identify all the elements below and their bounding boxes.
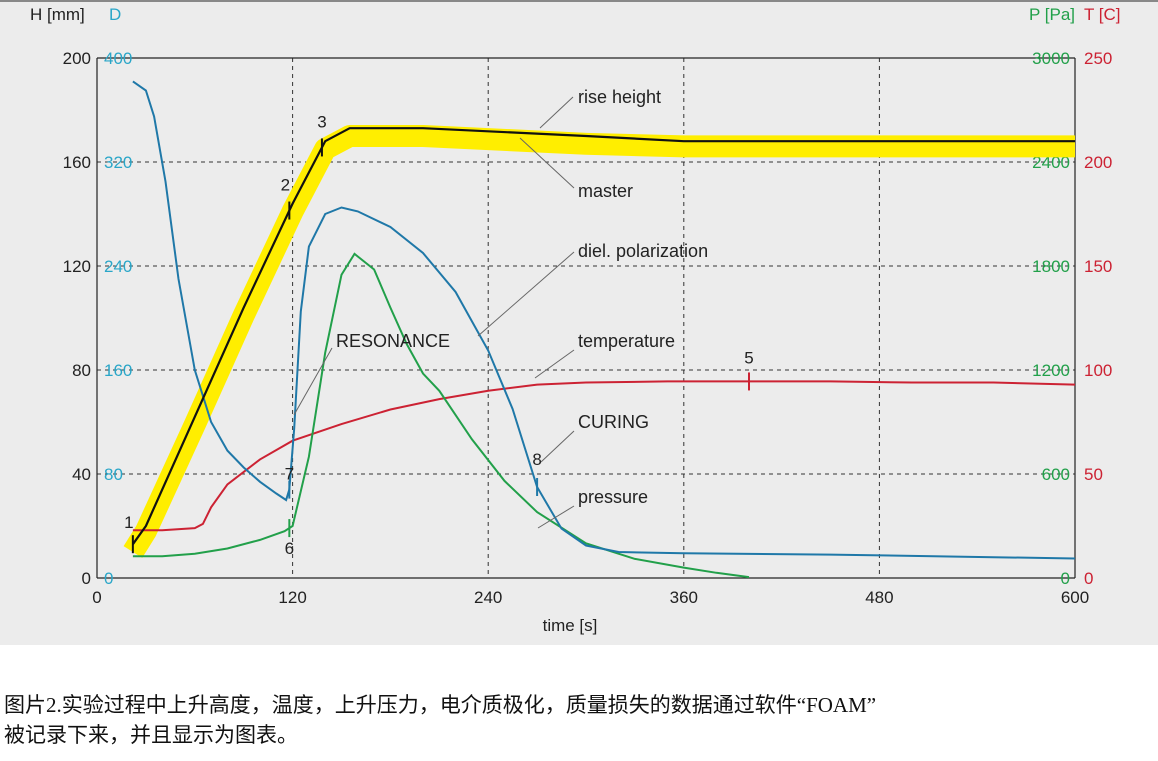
top-border: [0, 0, 1158, 2]
x-axis-title: time [s]: [543, 616, 598, 635]
x-tick-label: 600: [1061, 588, 1089, 607]
caption-line-1: 图片2.实验过程中上升高度，温度，上升压力，电介质极化，质量损失的数据通过软件“…: [4, 693, 877, 717]
annotation-leader: [540, 430, 575, 463]
p-tick-label: 3000: [1032, 49, 1070, 68]
marker-label: 2: [281, 176, 290, 195]
d-tick-label: 400: [104, 49, 132, 68]
chart-figure: 0 120 240 360 480 600 time [s] 0 0 0 0 40 80 600 50 80 1…: [0, 0, 1158, 645]
t-tick-label: 100: [1084, 361, 1112, 380]
h-tick-label: 200: [63, 49, 91, 68]
annotation-leader: [519, 137, 575, 189]
annotation-curing: CURING: [578, 412, 649, 432]
h-tick-label: 160: [63, 153, 91, 172]
marker-layer: 1 2 3 5 6 7 8: [124, 112, 754, 558]
annotation-leader: [539, 96, 574, 129]
marker-label: 3: [317, 112, 326, 131]
annotation-leader: [537, 505, 575, 529]
series-rise-height: [123, 125, 1075, 558]
annotation-resonance: RESONANCE: [336, 331, 450, 351]
d-tick-label: 160: [104, 361, 132, 380]
p-axis-title: P [Pa]: [1029, 5, 1075, 24]
d-tick-label: 240: [104, 257, 132, 276]
x-tick-label: 360: [670, 588, 698, 607]
marker-label: 6: [285, 539, 294, 558]
x-tick-label: 240: [474, 588, 502, 607]
marker-label: 5: [744, 348, 753, 367]
h-tick-label: 80: [72, 361, 91, 380]
p-tick-label: 1800: [1032, 257, 1070, 276]
annotation-leader: [534, 349, 575, 379]
annotation-layer: rise height master diel. polarization RESON…: [293, 87, 708, 529]
annotation-pressure: pressure: [578, 487, 648, 507]
d-tick-label: 80: [104, 465, 123, 484]
t-tick-label: 50: [1084, 465, 1103, 484]
caption-line-2: 被记录下来，并且显示为图表。: [4, 723, 298, 747]
marker-label: 8: [532, 450, 541, 469]
d-axis-title: D: [109, 5, 121, 24]
marker-label: 1: [124, 513, 133, 532]
series-pressure: [132, 252, 750, 579]
p-tick-label: 600: [1042, 465, 1070, 484]
series-dielectric: [132, 80, 1076, 560]
h-tick-label: 0: [82, 569, 91, 588]
h-axis-title: H [mm]: [30, 5, 85, 24]
series-layer: [123, 80, 1076, 579]
t-axis-title: T [C]: [1084, 5, 1121, 24]
annotation-leader: [293, 347, 333, 416]
annotation-temperature: temperature: [578, 331, 675, 351]
t-tick-label: 150: [1084, 257, 1112, 276]
annotation-master: master: [578, 181, 633, 201]
p-tick-label: 1200: [1032, 361, 1070, 380]
d-tick-label: 0: [104, 569, 113, 588]
figure-caption: 图片2.实验过程中上升高度，温度，上升压力，电介质极化，质量损失的数据通过软件“…: [4, 690, 1154, 750]
grid: [97, 58, 1075, 578]
t-tick-label: 250: [1084, 49, 1112, 68]
series-temperature: [132, 380, 1076, 532]
x-tick-label: 480: [865, 588, 893, 607]
x-tick-label: 120: [278, 588, 306, 607]
p-tick-label: 0: [1061, 569, 1070, 588]
x-tick-label: 0: [92, 588, 101, 607]
marker-label: 7: [285, 465, 294, 484]
annotation-dielectric: diel. polarization: [578, 241, 708, 261]
p-tick-label: 2400: [1032, 153, 1070, 172]
h-tick-label: 120: [63, 257, 91, 276]
annotation-rise: rise height: [578, 87, 661, 107]
annotation-leader: [477, 251, 575, 337]
t-tick-label: 0: [1084, 569, 1093, 588]
d-tick-label: 320: [104, 153, 132, 172]
series-master: [132, 127, 1075, 545]
t-tick-label: 200: [1084, 153, 1112, 172]
h-tick-label: 40: [72, 465, 91, 484]
